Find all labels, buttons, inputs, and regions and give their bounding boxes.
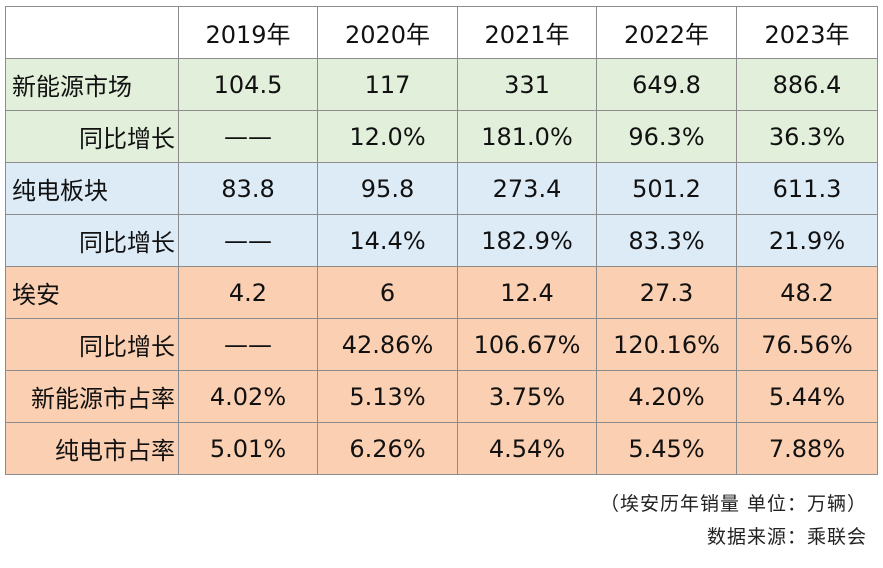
table-cell: 5.13% xyxy=(317,370,458,423)
table-row-pure-electric: 纯电板块 83.8 95.8 273.4 501.2 611.3 xyxy=(5,162,878,215)
table-cell: 83.8 xyxy=(178,162,318,215)
table-cell: —— xyxy=(178,318,318,371)
header-cell-year: 2022年 xyxy=(596,6,737,59)
row-label: 埃安 xyxy=(5,266,179,319)
table-cell: 95.8 xyxy=(317,162,458,215)
table-cell: 611.3 xyxy=(736,162,878,215)
header-row: 2019年 2020年 2021年 2022年 2023年 xyxy=(5,6,878,59)
row-label: 同比增长 xyxy=(5,214,179,267)
row-label: 新能源市占率 xyxy=(5,370,179,423)
table-cell: 5.01% xyxy=(178,422,318,475)
header-cell-year: 2021年 xyxy=(457,6,597,59)
table-cell: —— xyxy=(178,110,318,163)
table-cell: 331 xyxy=(457,58,597,111)
table-cell: 14.4% xyxy=(317,214,458,267)
table-row-aion-yoy: 同比增长 —— 42.86% 106.67% 120.16% 76.56% xyxy=(5,318,878,371)
table-row-aion: 埃安 4.2 6 12.4 27.3 48.2 xyxy=(5,266,878,319)
table-cell: 182.9% xyxy=(457,214,597,267)
table-cell: 42.86% xyxy=(317,318,458,371)
table-cell: 117 xyxy=(317,58,458,111)
table-row-pure-electric-yoy: 同比增长 —— 14.4% 182.9% 83.3% 21.9% xyxy=(5,214,878,267)
table-row-new-energy-yoy: 同比增长 —— 12.0% 181.0% 96.3% 36.3% xyxy=(5,110,878,163)
table-cell: 6 xyxy=(317,266,458,319)
table-cell: 104.5 xyxy=(178,58,318,111)
table-cell: 120.16% xyxy=(596,318,737,371)
row-label: 同比增长 xyxy=(5,110,179,163)
table-cell: 7.88% xyxy=(736,422,878,475)
table-row-new-energy-market: 新能源市场 104.5 117 331 649.8 886.4 xyxy=(5,58,878,111)
table-cell: 649.8 xyxy=(596,58,737,111)
table-cell: 886.4 xyxy=(736,58,878,111)
sales-table: 2019年 2020年 2021年 2022年 2023年 新能源市场 104.… xyxy=(5,6,878,475)
table-cell: 21.9% xyxy=(736,214,878,267)
table-cell: 4.2 xyxy=(178,266,318,319)
table-cell: 4.02% xyxy=(178,370,318,423)
table-cell: 4.54% xyxy=(457,422,597,475)
table-row-aion-nev-share: 新能源市占率 4.02% 5.13% 3.75% 4.20% 5.44% xyxy=(5,370,878,423)
table-cell: 36.3% xyxy=(736,110,878,163)
table-cell: 3.75% xyxy=(457,370,597,423)
table-cell: 5.44% xyxy=(736,370,878,423)
table-cell: 83.3% xyxy=(596,214,737,267)
header-cell-year: 2023年 xyxy=(736,6,878,59)
table-cell: 76.56% xyxy=(736,318,878,371)
row-label: 新能源市场 xyxy=(5,58,179,111)
table-row-aion-bev-share: 纯电市占率 5.01% 6.26% 4.54% 5.45% 7.88% xyxy=(5,422,878,475)
table-cell: 12.4 xyxy=(457,266,597,319)
table-cell: 96.3% xyxy=(596,110,737,163)
table-cell: 5.45% xyxy=(596,422,737,475)
row-label: 纯电市占率 xyxy=(5,422,179,475)
table-caption: （埃安历年销量 单位：万辆） xyxy=(599,493,867,515)
table-cell: 273.4 xyxy=(457,162,597,215)
row-label: 同比增长 xyxy=(5,318,179,371)
header-cell-year: 2019年 xyxy=(178,6,318,59)
data-source-note: 数据来源：乘联会 xyxy=(706,526,867,548)
table-cell: 48.2 xyxy=(736,266,878,319)
table-cell: 27.3 xyxy=(596,266,737,319)
table-cell: 501.2 xyxy=(596,162,737,215)
row-label: 纯电板块 xyxy=(5,162,179,215)
table-cell: 106.67% xyxy=(457,318,597,371)
table-cell: —— xyxy=(178,214,318,267)
header-cell-corner xyxy=(5,6,179,59)
table-cell: 12.0% xyxy=(317,110,458,163)
table-cell: 4.20% xyxy=(596,370,737,423)
header-cell-year: 2020年 xyxy=(317,6,458,59)
table-cell: 181.0% xyxy=(457,110,597,163)
table-cell: 6.26% xyxy=(317,422,458,475)
